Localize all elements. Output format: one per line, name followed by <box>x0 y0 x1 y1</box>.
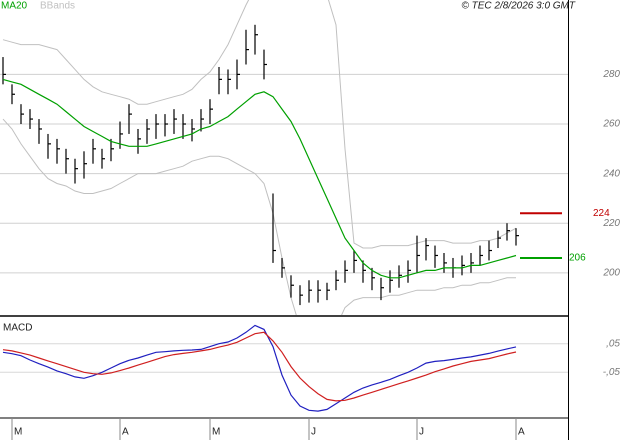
macd-line <box>2 331 517 402</box>
x-tick-label: J <box>419 427 424 438</box>
level-label: 206 <box>569 253 586 264</box>
macd-line <box>2 324 517 412</box>
price-panel <box>2 0 519 315</box>
level-label: 224 <box>593 208 610 219</box>
labels: MA20 BBands © TEC 2/8/2026 3:0 GMT MACD <box>1 1 576 334</box>
bband-upper <box>2 0 517 249</box>
x-tick-label: M <box>14 427 22 438</box>
y-tick-label: 220 <box>602 218 620 229</box>
y-tick-label: -,05 <box>603 367 621 378</box>
x-tick-label: M <box>212 427 220 438</box>
legend-entry: MA20 <box>1 1 28 12</box>
grid <box>0 73 568 373</box>
macd-panel <box>2 324 517 412</box>
y-tick-label: ,05 <box>606 338 620 349</box>
macd-title: MACD <box>3 323 32 334</box>
y-tick-label: 200 <box>602 267 620 278</box>
credit: © TEC 2/8/2026 3:0 GMT <box>461 1 575 12</box>
legend-entry: BBands <box>40 1 75 12</box>
y-tick-label: 280 <box>602 69 620 80</box>
x-tick-label: A <box>122 427 129 438</box>
y-tick-label: 260 <box>602 119 620 130</box>
bband-lower <box>2 118 516 315</box>
x-tick-label: A <box>518 427 525 438</box>
ma20-line <box>2 78 517 279</box>
x-tick-label: J <box>311 427 316 438</box>
y-tick-label: 240 <box>602 168 620 179</box>
